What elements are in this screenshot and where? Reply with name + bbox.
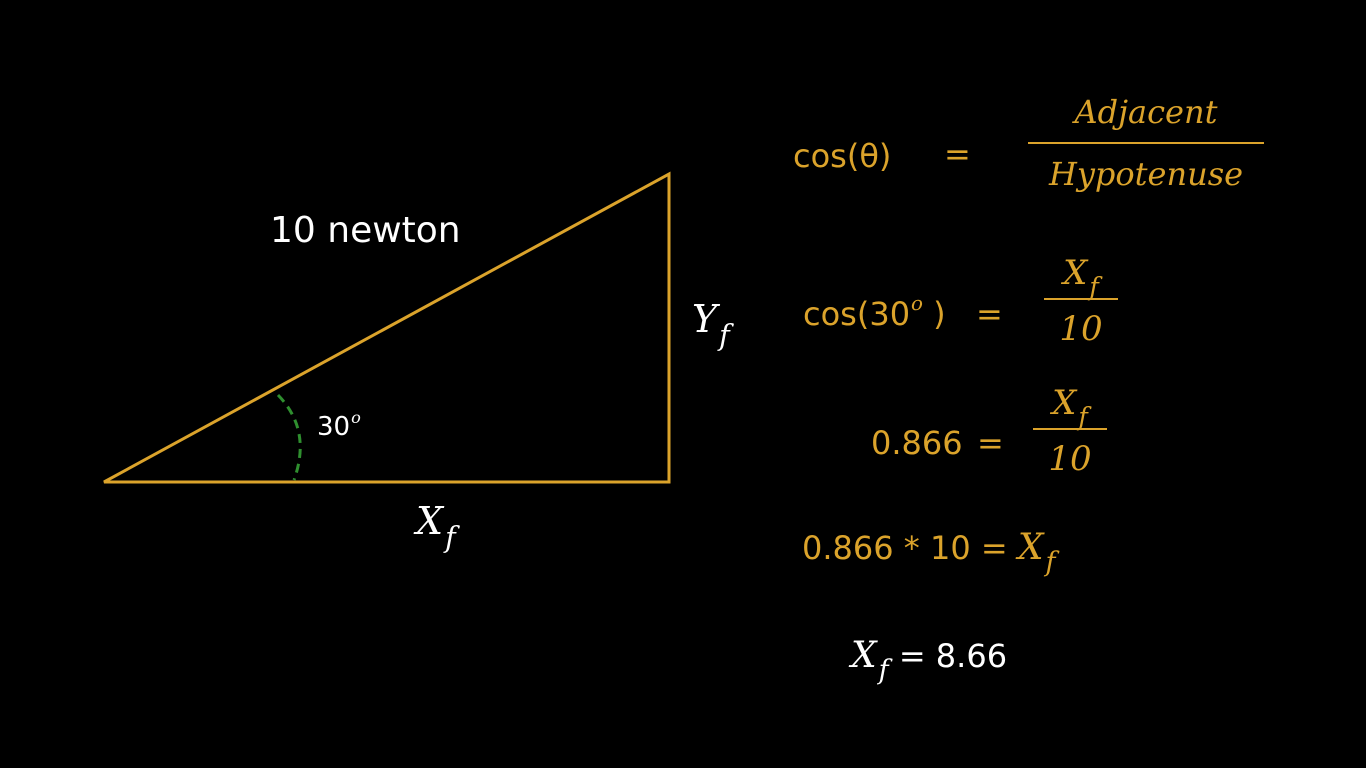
eq2-fraction: Xf 10 <box>1044 256 1118 346</box>
eq3-fraction: Xf 10 <box>1033 386 1107 476</box>
eq2-degree-mark: o <box>911 292 923 316</box>
vertical-side-label: Yf <box>692 297 730 350</box>
eq3-lhs: 0.866 <box>871 424 963 462</box>
eq3-fraction-bar <box>1033 428 1107 430</box>
horizontal-side-label: Xf <box>416 499 456 552</box>
eq5-lhs: Xf <box>851 635 889 687</box>
horizontal-side-subscript: f <box>445 520 456 554</box>
eq5: Xf = 8.66 <box>851 635 1008 687</box>
eq4: 0.866 * 10 = Xf <box>802 527 1056 579</box>
eq4-lhs: 0.866 * 10 = <box>802 529 1008 567</box>
eq2-lhs-close: ) <box>923 295 946 333</box>
eq3-denominator: 10 <box>1048 439 1092 479</box>
eq2-denominator: 10 <box>1059 309 1103 349</box>
eq1-numerator: Adjacent <box>1074 93 1218 131</box>
eq1-equals: = <box>944 135 971 173</box>
vertical-side-letter: Y <box>692 297 718 341</box>
eq5-rhs: = 8.66 <box>898 637 1008 675</box>
eq2-fraction-bar <box>1044 298 1118 300</box>
hypotenuse-label: 10 newton <box>270 210 461 251</box>
vertical-side-subscript: f <box>719 318 730 352</box>
horizontal-side-letter: X <box>416 499 444 543</box>
angle-arc <box>276 393 302 481</box>
angle-degree-mark: o <box>351 407 361 427</box>
eq3-equals: = <box>977 424 1004 462</box>
eq2-numerator: Xf <box>1063 253 1099 303</box>
eq1-lhs: cos(θ) <box>793 137 892 175</box>
eq2-equals: = <box>976 295 1003 333</box>
eq1-fraction-bar <box>1028 142 1264 144</box>
eq3-numerator: Xf <box>1052 383 1088 433</box>
angle-value: 30 <box>317 412 351 442</box>
eq1-fraction: Adjacent Hypotenuse <box>1028 96 1264 190</box>
eq2-lhs: cos(30o ) <box>803 294 946 333</box>
angle-label: 30o <box>317 409 361 442</box>
eq4-rhs: Xf <box>1017 527 1056 579</box>
eq2-lhs-text: cos(30 <box>803 295 911 333</box>
eq1-denominator: Hypotenuse <box>1048 155 1244 193</box>
right-triangle <box>103 171 671 484</box>
